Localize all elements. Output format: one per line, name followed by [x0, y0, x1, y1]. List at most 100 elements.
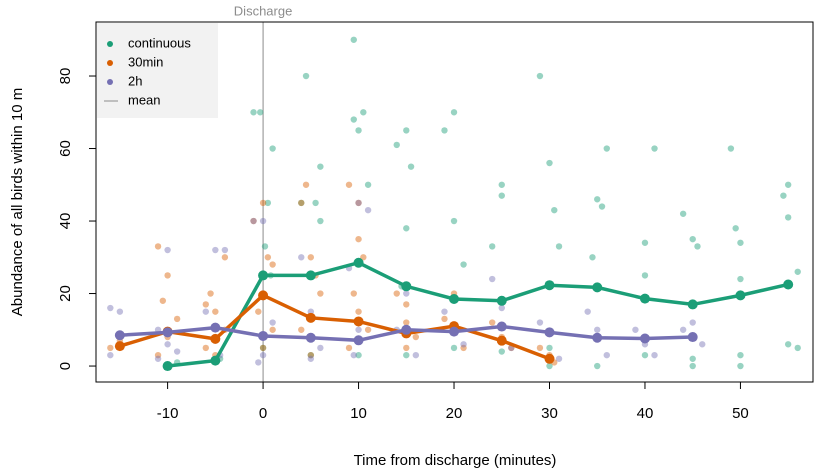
- data-point: [298, 199, 305, 207]
- data-point: [393, 141, 400, 149]
- data-point: [498, 348, 505, 355]
- data-point: [355, 199, 362, 207]
- data-point: [250, 217, 257, 225]
- mean-point: [687, 332, 698, 343]
- legend-label: mean: [128, 92, 161, 107]
- x-tick-label: 10: [350, 405, 367, 422]
- data-point: [632, 326, 639, 333]
- y-tick-label: 60: [57, 140, 74, 157]
- data-point: [489, 319, 496, 326]
- data-point: [302, 181, 310, 188]
- x-tick-label: -10: [157, 405, 179, 422]
- mean-point: [353, 335, 364, 346]
- data-point: [307, 355, 315, 362]
- data-point: [312, 199, 319, 207]
- data-point: [403, 127, 410, 134]
- data-point: [164, 272, 171, 279]
- data-point: [355, 127, 362, 134]
- mean-point: [639, 333, 650, 344]
- data-point: [173, 348, 181, 355]
- data-point: [551, 206, 558, 214]
- data-point: [450, 217, 458, 225]
- data-point: [259, 351, 267, 359]
- data-point: [212, 308, 219, 315]
- x-tick-label: 0: [259, 405, 267, 422]
- data-point: [546, 362, 553, 370]
- data-point: [259, 344, 267, 352]
- data-point: [345, 344, 353, 352]
- data-point: [307, 351, 315, 359]
- y-tick-label: 20: [57, 285, 74, 302]
- mean-point: [449, 293, 460, 304]
- data-point: [107, 351, 114, 359]
- x-tick-label: 50: [732, 405, 749, 422]
- data-point: [460, 261, 467, 268]
- data-point: [784, 341, 792, 348]
- data-point: [737, 275, 744, 283]
- data-point: [489, 243, 496, 250]
- data-point: [589, 254, 596, 261]
- data-point: [107, 344, 114, 352]
- data-point: [689, 362, 696, 370]
- mean-point: [687, 299, 698, 310]
- mean-point: [783, 279, 794, 290]
- data-point: [441, 308, 448, 315]
- data-point: [154, 243, 162, 250]
- data-point: [317, 344, 324, 352]
- discharge-label: Discharge: [234, 3, 293, 18]
- data-point: [555, 355, 563, 362]
- legend-label: continuous: [128, 35, 191, 50]
- data-point: [116, 308, 124, 315]
- mean-point: [544, 327, 555, 338]
- data-point: [298, 326, 305, 333]
- data-point: [212, 246, 219, 254]
- data-point: [498, 181, 505, 188]
- data-point: [257, 109, 264, 116]
- y-tick-label: 40: [57, 213, 74, 230]
- data-point: [360, 109, 367, 116]
- data-point: [350, 36, 357, 43]
- data-point: [269, 145, 276, 152]
- data-point: [679, 210, 687, 217]
- data-point: [403, 225, 410, 232]
- data-point: [598, 203, 606, 210]
- mean-point: [305, 312, 316, 323]
- data-point: [164, 341, 171, 348]
- data-point: [536, 72, 544, 80]
- data-point: [699, 341, 706, 348]
- data-point: [546, 159, 553, 167]
- data-point: [651, 145, 658, 152]
- data-point: [489, 275, 496, 283]
- data-point: [794, 268, 801, 275]
- mean-point: [210, 355, 221, 366]
- data-point: [460, 341, 467, 348]
- data-point: [255, 359, 262, 366]
- mean-point: [114, 341, 125, 352]
- data-point: [694, 243, 701, 250]
- data-point: [250, 109, 257, 116]
- data-point: [364, 206, 372, 214]
- data-point: [154, 351, 162, 359]
- mean-point: [449, 326, 460, 337]
- data-point: [498, 192, 505, 199]
- data-point: [403, 344, 410, 352]
- data-point: [784, 181, 792, 188]
- data-point: [307, 351, 315, 359]
- mean-point: [162, 361, 173, 372]
- data-point: [498, 304, 505, 312]
- data-point: [594, 326, 601, 333]
- data-point: [732, 225, 739, 232]
- data-point: [603, 351, 610, 359]
- data-point: [737, 239, 744, 246]
- data-point: [355, 199, 362, 207]
- data-point: [651, 351, 658, 359]
- mean-point: [544, 280, 555, 291]
- data-point: [355, 326, 362, 333]
- data-point: [689, 319, 696, 326]
- data-point: [403, 351, 410, 359]
- mean-point: [592, 282, 603, 293]
- plot-frame: [95, 21, 814, 383]
- mean-point: [735, 290, 746, 301]
- data-point: [603, 145, 610, 152]
